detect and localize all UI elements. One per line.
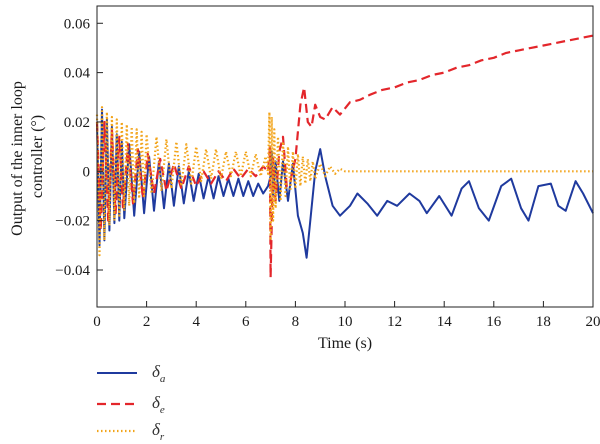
y-tick-label: 0.02: [64, 115, 90, 131]
x-tick-label: 6: [242, 314, 250, 330]
series-layer: [95, 34, 594, 279]
x-axis: 0 2 4 6 8 10 12 14 16 18 20: [93, 301, 600, 330]
x-tick-label: 2: [143, 314, 151, 330]
legend: δa δe δr: [97, 362, 166, 443]
y-axis: −0.04 −0.02 0 0.02 0.04 0.06: [55, 16, 103, 279]
x-axis-label: Time (s): [318, 335, 372, 352]
y-axis-label-line-2: controller (°): [29, 115, 46, 198]
x-tick-label: 14: [437, 314, 453, 330]
y-tick-label: −0.04: [55, 263, 90, 279]
y-tick-label: 0.04: [64, 66, 91, 82]
legend-label-e: δe: [152, 393, 165, 416]
y-tick-label: −0.02: [55, 214, 90, 230]
x-tick-label: 20: [586, 314, 600, 330]
x-tick-label: 4: [192, 314, 200, 330]
x-tick-label: 18: [536, 314, 551, 330]
x-tick-label: 10: [338, 314, 353, 330]
y-tick-label: 0: [83, 164, 91, 180]
y-tick-label: 0.06: [64, 16, 91, 32]
x-tick-label: 0: [93, 314, 101, 330]
series-line-e: [95, 34, 594, 279]
x-tick-label: 12: [387, 314, 402, 330]
series-line-r: [95, 106, 593, 257]
x-tick-label: 16: [486, 314, 502, 330]
legend-label-r: δr: [152, 420, 165, 443]
legend-label-a: δa: [152, 362, 166, 385]
y-axis-label-line-1: Output of the inner loop: [9, 81, 26, 236]
x-tick-label: 8: [292, 314, 300, 330]
y-axis-label: Output of the inner loop controller (°): [9, 77, 46, 236]
